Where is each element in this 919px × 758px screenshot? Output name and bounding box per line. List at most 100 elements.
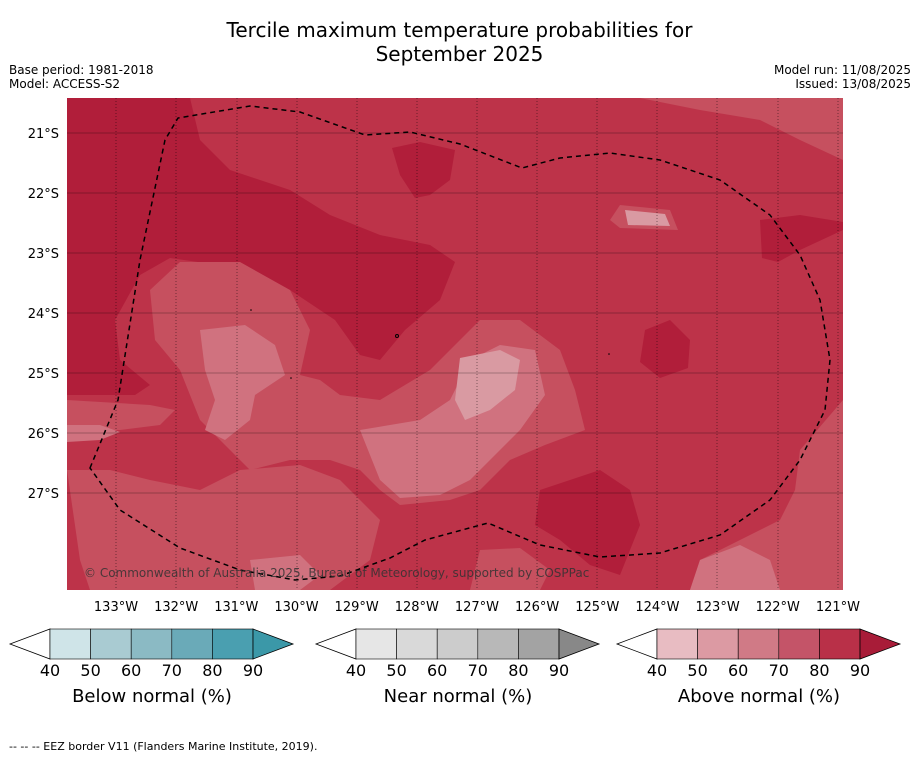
legend-tick-label: 90 [548, 661, 570, 680]
legend-swatch [819, 628, 861, 660]
island-marker [395, 334, 399, 338]
legend-tick-label: 40 [345, 661, 367, 680]
legend-arrow-low [314, 628, 357, 660]
above-90-east-blob [640, 320, 690, 378]
legend-swatch [396, 628, 438, 660]
legend-tick-label: 60 [121, 661, 142, 680]
latitude-label: 22°S [28, 187, 59, 202]
legend-tick-label: 40 [39, 661, 61, 680]
longitude-label: 127°W [455, 600, 499, 615]
island-marker [290, 377, 292, 379]
longitude-label: 128°W [395, 600, 439, 615]
legend-arrow-low [615, 628, 658, 660]
above-90-south-blob [535, 470, 640, 575]
legend-title-above: Above normal (%) [677, 686, 841, 707]
legend-swatch [778, 628, 820, 660]
legend-tick-label: 80 [202, 661, 223, 680]
longitude-label: 125°W [575, 600, 619, 615]
legend-arrow-high [252, 628, 295, 660]
legend-swatch [90, 628, 132, 660]
legend-tick-label: 80 [508, 661, 529, 680]
eez-border [89, 105, 831, 581]
legend-swatch [49, 628, 91, 660]
legend-arrow-low [8, 628, 51, 660]
above-60-west-core [200, 325, 285, 440]
longitude-label: 124°W [635, 600, 679, 615]
longitude-label: 126°W [515, 600, 559, 615]
footer-note: -- -- -- EEZ border V11 (Flanders Marine… [9, 740, 318, 753]
legend-arrow-high [558, 628, 601, 660]
legend-tick-label: 60 [427, 661, 448, 680]
legend-swatch [697, 628, 739, 660]
longitude-label: 129°W [335, 600, 379, 615]
legend-tick-label: 70 [161, 661, 182, 680]
legend-swatch [355, 628, 397, 660]
latitude-label: 26°S [28, 427, 59, 442]
longitude-label: 121°W [816, 600, 860, 615]
legend-arrow-high [859, 628, 902, 660]
above-60-se [690, 545, 780, 590]
legend-bars [8, 628, 902, 660]
above-90-ne-blob [760, 215, 843, 262]
legend-swatch [436, 628, 479, 660]
above-90-west-band [67, 98, 455, 395]
island-marker [608, 353, 610, 355]
longitude-label: 133°W [94, 600, 138, 615]
legend-title-near: Near normal (%) [383, 686, 533, 707]
above-70-south-east [690, 400, 843, 590]
legend-tick-label: 80 [809, 661, 830, 680]
probability-field [67, 98, 843, 590]
legend-swatch [737, 628, 780, 660]
longitude-label: 132°W [154, 600, 198, 615]
above-60-sw-small [67, 425, 120, 442]
meta-left: Base period: 1981-2018 Model: ACCESS-S2 [9, 63, 154, 91]
latitude-label: 27°S [28, 487, 59, 502]
legend-swatch [477, 628, 519, 660]
longitude-label: 123°W [696, 600, 740, 615]
legend-tick-label: 60 [728, 661, 749, 680]
model-run-text: Model run: 11/08/2025 [773, 63, 911, 77]
map-canvas: © Commonwealth of Australia 2025, Bureau… [28, 98, 860, 615]
above-90-north-blob [392, 142, 455, 198]
title-line-2: September 2025 [375, 42, 544, 66]
above-60-ne-square [625, 210, 670, 226]
island-marker [250, 309, 252, 311]
latitude-labels: 21°S 22°S 23°S 24°S 25°S 26°S 27°S [28, 127, 59, 502]
copyright-text: © Commonwealth of Australia 2025, Bureau… [84, 566, 589, 580]
legend-swatch [212, 628, 254, 660]
above-50-centre-core [455, 350, 520, 420]
latitude-label: 23°S [28, 247, 59, 262]
legend-swatch [130, 628, 173, 660]
longitude-labels: 133°W 132°W 131°W 130°W 129°W 128°W 127°W 126°W… [94, 600, 860, 615]
longitude-label: 130°W [274, 600, 318, 615]
legend-swatch [518, 628, 560, 660]
base-period-text: Base period: 1981-2018 [9, 63, 154, 77]
legend-tick-label: 40 [646, 661, 668, 680]
legend-tick-label: 50 [80, 661, 101, 680]
legend-tick-label: 90 [242, 661, 264, 680]
legend-tick-label: 70 [467, 661, 488, 680]
legend-tick-label: 90 [849, 661, 871, 680]
latitude-label: 24°S [28, 307, 59, 322]
issued-text: Issued: 13/08/2025 [795, 77, 911, 91]
legend-swatch [656, 628, 698, 660]
above-70-east-top [640, 98, 843, 160]
above-70-small-west [67, 400, 175, 430]
legend-tick-label: 50 [386, 661, 407, 680]
longitude-label: 131°W [214, 600, 258, 615]
legend-title-below: Below normal (%) [72, 686, 232, 707]
longitude-label: 122°W [756, 600, 800, 615]
legend-tick-label: 70 [768, 661, 789, 680]
meta-right: Model run: 11/08/2025 Issued: 13/08/2025 [774, 63, 911, 91]
map-grid-lat [67, 132, 843, 494]
latitude-label: 21°S [28, 127, 59, 142]
legend-tick-label: 50 [687, 661, 708, 680]
above-60-south [250, 555, 320, 590]
legend-swatch [171, 628, 213, 660]
chart-title: Tercile maximum temperature probabilitie… [0, 18, 919, 66]
above-70-bottom-centre [470, 548, 550, 590]
map-grid [115, 98, 839, 590]
latitude-label: 25°S [28, 367, 59, 382]
title-line-1: Tercile maximum temperature probabilitie… [226, 18, 693, 42]
model-text: Model: ACCESS-S2 [9, 77, 121, 91]
